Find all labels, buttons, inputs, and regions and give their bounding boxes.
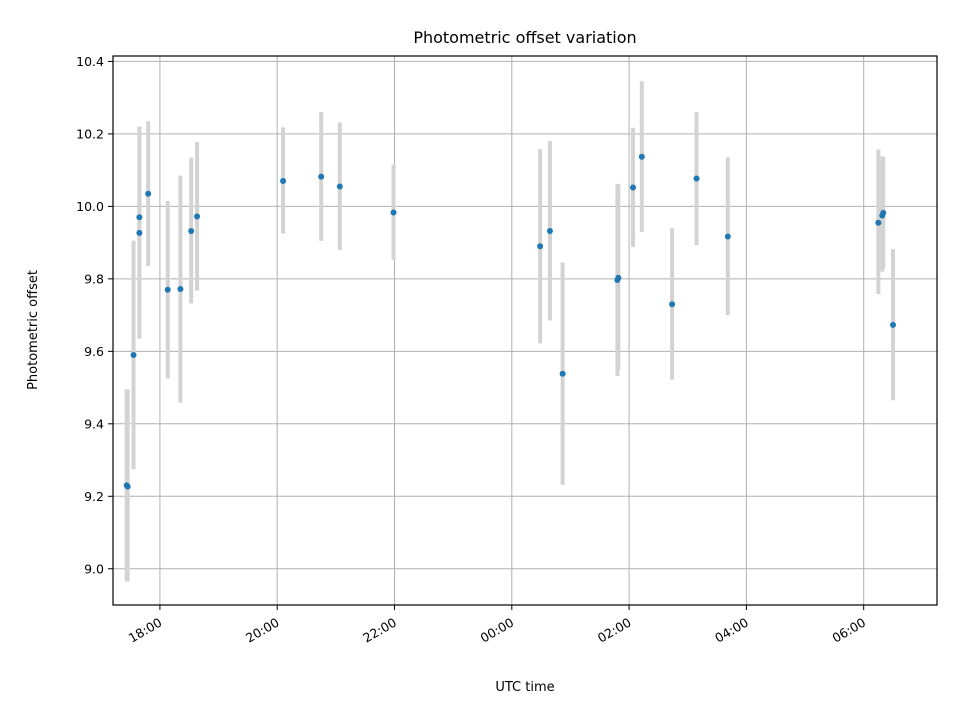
data-point bbox=[136, 214, 143, 221]
data-point bbox=[280, 178, 287, 185]
plot-area bbox=[113, 56, 937, 605]
y-tick-label: 9.0 bbox=[84, 561, 104, 576]
data-point bbox=[880, 209, 887, 216]
data-point bbox=[890, 321, 897, 328]
data-point bbox=[164, 286, 171, 293]
data-points bbox=[123, 153, 897, 490]
plot-frame bbox=[112, 55, 938, 606]
data-point bbox=[390, 209, 397, 216]
y-axis-label: Photometric offset bbox=[26, 270, 41, 390]
grid bbox=[113, 56, 937, 605]
data-point bbox=[630, 184, 637, 191]
y-tick-label: 10.4 bbox=[76, 54, 104, 69]
data-point bbox=[638, 153, 645, 160]
y-axis-ticks: 9.0 9.2 9.4 9.6 9.8 10.0 10.2 10.4 bbox=[76, 54, 113, 576]
data-point bbox=[724, 233, 731, 240]
data-point bbox=[145, 190, 152, 197]
data-point bbox=[194, 213, 201, 220]
data-point bbox=[559, 370, 566, 377]
chart-title: Photometric offset variation bbox=[413, 28, 636, 47]
y-tick-label: 10.2 bbox=[76, 126, 104, 141]
data-point bbox=[124, 483, 131, 490]
x-axis-label: UTC time bbox=[495, 680, 554, 695]
y-tick-label: 9.6 bbox=[84, 344, 104, 359]
y-tick-label: 10.0 bbox=[76, 199, 104, 214]
data-point bbox=[336, 183, 343, 190]
data-point bbox=[875, 219, 882, 226]
data-point bbox=[546, 228, 553, 235]
y-tick-label: 9.8 bbox=[84, 271, 104, 286]
data-point bbox=[615, 274, 622, 281]
data-point bbox=[177, 286, 184, 293]
data-point bbox=[537, 243, 544, 250]
data-point bbox=[136, 229, 143, 236]
data-point bbox=[188, 228, 195, 235]
y-tick-label: 9.2 bbox=[84, 489, 104, 504]
data-point bbox=[693, 175, 700, 182]
data-point bbox=[318, 173, 325, 180]
y-tick-label: 9.4 bbox=[84, 416, 104, 431]
data-point bbox=[669, 301, 676, 308]
data-point bbox=[130, 351, 137, 358]
